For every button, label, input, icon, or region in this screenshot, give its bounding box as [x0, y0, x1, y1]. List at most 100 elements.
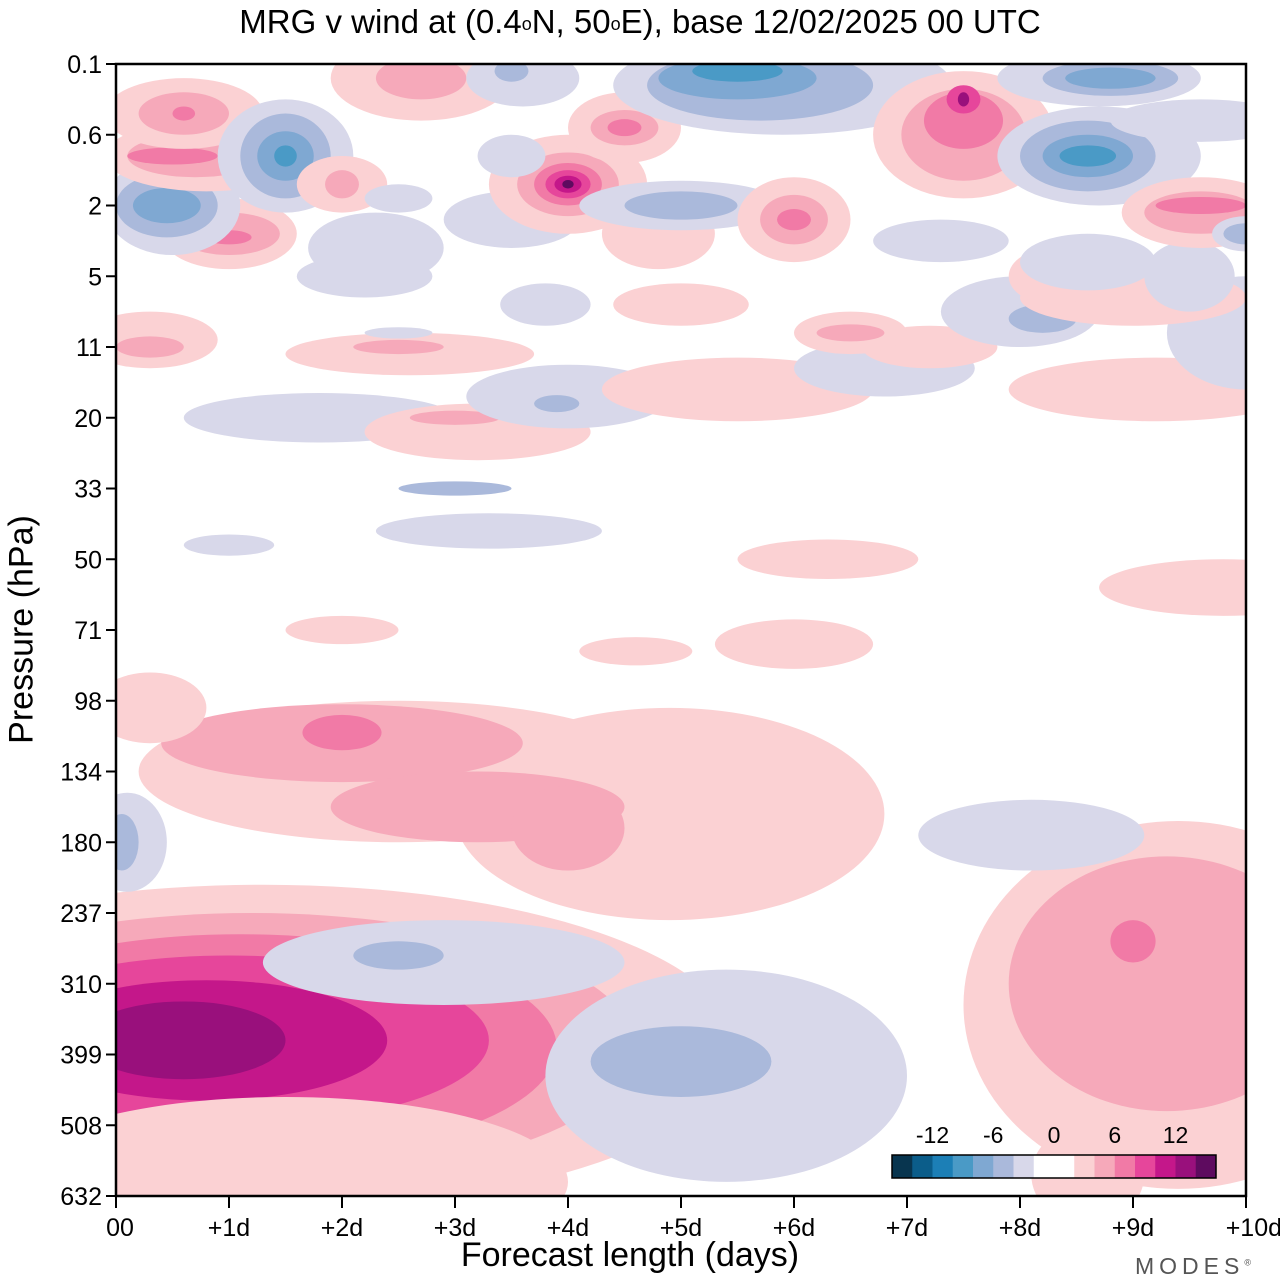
y-axis: 0.1 0.6 2 5 11 20 33 50 71 98 134 180 237 310 399 508 63…	[60, 51, 116, 1211]
x-tick-label-7: +7d	[886, 1214, 928, 1242]
contour-region-107	[923, 92, 1004, 149]
colorbar-swatch-0	[892, 1155, 913, 1178]
colorbar-swatch-3	[952, 1155, 974, 1178]
contour-region-45	[116, 336, 184, 358]
contour-region-26	[714, 619, 874, 669]
contour-region-57	[613, 283, 749, 326]
x-tick-label-9: +9d	[1112, 1214, 1154, 1242]
y-tick-label-9: 98	[74, 688, 102, 716]
contour-region-109	[957, 92, 970, 107]
brand-logo: MODES®	[1135, 1253, 1251, 1279]
contour-region-116	[1065, 67, 1156, 89]
contour-region-29	[375, 513, 602, 549]
y-tick-label-4: 11	[76, 334, 102, 362]
colorbar-swatch-7	[1033, 1155, 1055, 1178]
y-tick-label-10: 134	[60, 759, 102, 787]
y-tick-label-1: 0.6	[67, 122, 102, 150]
contour-region-18	[590, 1026, 772, 1097]
colorbar-swatch-10	[1094, 1155, 1116, 1178]
x-tick-label-8: +8d	[999, 1214, 1041, 1242]
y-tick-label-13: 310	[60, 971, 102, 999]
y-tick-label-16: 632	[60, 1183, 102, 1211]
x-axis-label: Forecast length (days)	[460, 1236, 800, 1274]
contour-region-28	[737, 539, 919, 580]
colorbar-label-1: -6	[983, 1122, 1003, 1148]
contour-region-7	[116, 1096, 568, 1196]
contour-fills	[116, 64, 1246, 1196]
x-tick-label-2: +2d	[321, 1214, 363, 1242]
contour-region-54	[816, 324, 885, 342]
y-axis-label: Pressure (hPa)	[2, 515, 41, 744]
contour-region-121	[1223, 223, 1246, 245]
colorbar-frame	[891, 1154, 1217, 1179]
contour-region-119	[1155, 197, 1246, 214]
colorbar-swatch-2	[932, 1155, 954, 1178]
y-tick-label-6: 33	[74, 476, 102, 504]
contour-region-14	[116, 672, 207, 744]
colorbar-swatch-5	[993, 1155, 1014, 1178]
contour-region-36	[409, 410, 501, 425]
contour-region-38	[534, 395, 580, 413]
colorbar-swatch-6	[1013, 1155, 1035, 1178]
colorbar-swatch-15	[1195, 1155, 1217, 1178]
contour-region-94	[607, 119, 642, 137]
contour-region-80	[308, 212, 444, 284]
contour-region-83	[375, 64, 467, 100]
x-tick-label-5: +5d	[660, 1214, 702, 1242]
y-tick-label-0: 0.1	[67, 51, 102, 79]
contour-region-97	[624, 191, 738, 220]
contour-region-113	[1059, 145, 1117, 167]
colorbar: -12 -6 0 6 12	[891, 1122, 1217, 1179]
contour-region-101	[692, 64, 783, 82]
contour-region-31	[285, 615, 399, 645]
colorbar-swatch-4	[973, 1155, 994, 1178]
contour-region-23	[1110, 920, 1156, 963]
contour-region-46	[285, 332, 535, 376]
contour-region-79	[325, 170, 359, 199]
y-tick-label-15: 508	[60, 1112, 102, 1140]
x-tick-label-4: +4d	[547, 1214, 589, 1242]
y-tick-label-7: 50	[74, 546, 102, 574]
colorbar-label-2: 0	[1048, 1122, 1061, 1148]
contour-region-25	[918, 799, 1145, 871]
colorbar-swatch-8	[1054, 1155, 1075, 1178]
x-axis: 00 +1d +2d +3d +4d +5d +6d +7d +8d +9d +10d	[106, 1196, 1280, 1242]
x-tick-label-0: 00	[106, 1214, 134, 1242]
y-tick-label-2: 2	[88, 193, 102, 221]
y-tick-label-8: 71	[74, 617, 102, 645]
x-tick-label-6: +6d	[773, 1214, 815, 1242]
contour-region-73	[172, 106, 196, 121]
contour-region-77	[274, 145, 297, 167]
contour-region-67	[132, 187, 201, 224]
contour-region-81	[364, 184, 433, 213]
y-tick-label-14: 399	[60, 1042, 102, 1070]
colorbar-swatch-14	[1175, 1155, 1197, 1178]
contour-region-95	[477, 134, 546, 178]
contour-region-84	[466, 64, 580, 107]
contour-region-30	[398, 481, 512, 496]
contour-region-27	[1099, 559, 1246, 616]
contour-region-85	[494, 64, 529, 82]
contour-region-56	[1144, 240, 1235, 312]
contour-region-48	[364, 327, 433, 339]
contour-region-59	[500, 283, 591, 326]
colorbar-label-3: 6	[1108, 1122, 1121, 1148]
contour-region-22	[1008, 856, 1246, 1112]
contour-region-13	[302, 714, 382, 751]
colorbar-swatch-9	[1074, 1155, 1095, 1178]
x-tick-label-10: +10d	[1226, 1214, 1280, 1242]
colorbar-swatch-12	[1135, 1155, 1156, 1178]
x-tick-label-3: +3d	[434, 1214, 476, 1242]
colorbar-swatch-1	[912, 1155, 933, 1178]
contour-region-16	[353, 941, 444, 970]
contour-region-104	[777, 209, 811, 231]
contour-region-42	[1008, 357, 1246, 422]
contour-region-12	[511, 785, 625, 871]
contour-region-91	[562, 180, 574, 189]
y-tick-label-3: 5	[88, 263, 102, 291]
contour-region-32	[579, 637, 693, 666]
colorbar-label-4: 12	[1163, 1122, 1189, 1148]
contour-region-122	[1110, 99, 1246, 142]
contour-region-70	[127, 147, 218, 165]
